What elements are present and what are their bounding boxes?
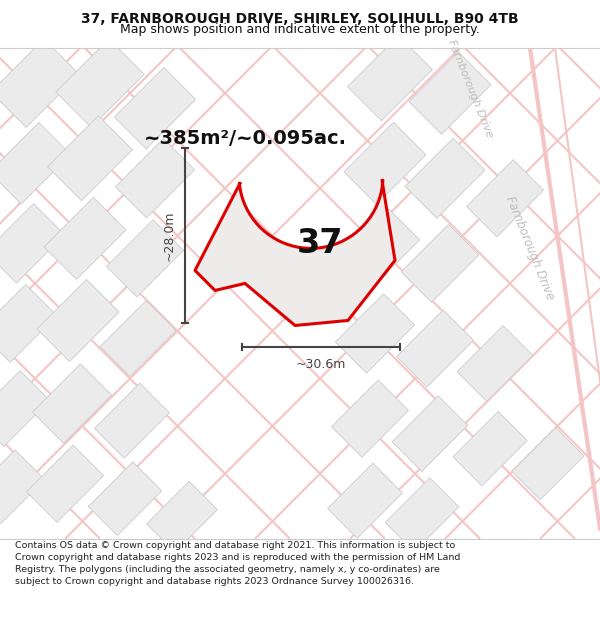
- Polygon shape: [328, 463, 403, 538]
- Polygon shape: [340, 209, 419, 288]
- Polygon shape: [47, 116, 133, 201]
- Polygon shape: [0, 371, 50, 446]
- Polygon shape: [457, 326, 533, 401]
- Polygon shape: [385, 478, 459, 551]
- Polygon shape: [453, 411, 527, 486]
- Polygon shape: [409, 52, 491, 134]
- Text: ~30.6m: ~30.6m: [296, 358, 346, 371]
- Polygon shape: [331, 380, 409, 457]
- Polygon shape: [512, 428, 584, 500]
- Text: Map shows position and indicative extent of the property.: Map shows position and indicative extent…: [120, 23, 480, 36]
- Polygon shape: [100, 301, 176, 376]
- Polygon shape: [405, 138, 485, 218]
- Text: Farnborough Drive: Farnborough Drive: [503, 194, 557, 302]
- Text: 37: 37: [297, 227, 343, 260]
- Text: ~28.0m: ~28.0m: [163, 211, 176, 261]
- Polygon shape: [0, 39, 79, 127]
- Text: 37, FARNBOROUGH DRIVE, SHIRLEY, SOLIHULL, B90 4TB: 37, FARNBOROUGH DRIVE, SHIRLEY, SOLIHULL…: [81, 12, 519, 26]
- Polygon shape: [106, 220, 184, 297]
- Polygon shape: [392, 396, 468, 471]
- Polygon shape: [26, 445, 104, 522]
- Polygon shape: [32, 364, 112, 443]
- Polygon shape: [344, 122, 426, 204]
- Polygon shape: [195, 180, 395, 326]
- Polygon shape: [397, 310, 473, 387]
- Text: Contains OS data © Crown copyright and database right 2021. This information is : Contains OS data © Crown copyright and d…: [15, 541, 460, 586]
- Polygon shape: [115, 68, 196, 149]
- Polygon shape: [56, 39, 144, 127]
- Polygon shape: [37, 279, 119, 361]
- Polygon shape: [115, 139, 194, 218]
- Polygon shape: [0, 122, 71, 204]
- Polygon shape: [401, 224, 479, 302]
- Text: Farnborough Drive: Farnborough Drive: [446, 38, 494, 139]
- Polygon shape: [95, 383, 169, 458]
- Text: ~385m²/~0.095ac.: ~385m²/~0.095ac.: [143, 129, 347, 148]
- Polygon shape: [0, 204, 65, 283]
- Polygon shape: [0, 450, 45, 524]
- Polygon shape: [0, 284, 57, 362]
- Polygon shape: [347, 36, 433, 121]
- Polygon shape: [466, 160, 544, 237]
- Polygon shape: [44, 198, 126, 279]
- Polygon shape: [146, 481, 217, 552]
- Polygon shape: [335, 294, 415, 373]
- Polygon shape: [88, 462, 162, 536]
